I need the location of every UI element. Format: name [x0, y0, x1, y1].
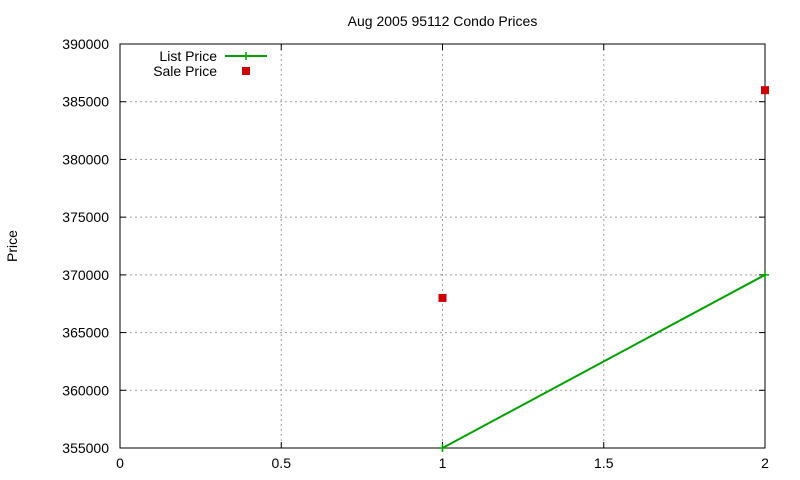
grid: [120, 44, 765, 448]
series-1: [438, 270, 769, 452]
data-point: [438, 293, 447, 302]
x-tick-label: 1.5: [594, 455, 614, 471]
chart-title: Aug 2005 95112 Condo Prices: [348, 13, 538, 29]
legend-label: List Price: [159, 48, 217, 64]
data-point: [761, 86, 769, 95]
legend-marker-swatch: [242, 52, 250, 60]
y-tick-label: 370000: [62, 267, 109, 283]
series-line: [442, 273, 766, 449]
y-tick-label: 365000: [62, 325, 109, 341]
x-tick-label: 2: [761, 455, 769, 471]
data-point: [438, 444, 447, 452]
y-tick-label: 375000: [62, 209, 109, 225]
y-tick-label: 355000: [62, 440, 109, 456]
y-tick-label: 360000: [62, 382, 109, 398]
y-tick-label: 380000: [62, 151, 109, 167]
x-tick-label: 1: [439, 455, 447, 471]
legend-label: Sale Price: [153, 63, 217, 79]
series-layer: [438, 86, 769, 452]
axis-ticks: 0 0.5 1 1.5 2 355000 360000 365000 370000 375000 3…: [62, 36, 769, 471]
data-point: [761, 270, 769, 279]
y-tick-label: 385000: [62, 94, 109, 110]
y-axis-label: Price: [4, 230, 20, 262]
x-tick-label: 0: [116, 455, 124, 471]
legend-marker-swatch: [242, 67, 250, 75]
series-2: [438, 86, 769, 302]
x-tick-label: 0.5: [272, 455, 292, 471]
y-tick-label: 390000: [62, 36, 109, 52]
